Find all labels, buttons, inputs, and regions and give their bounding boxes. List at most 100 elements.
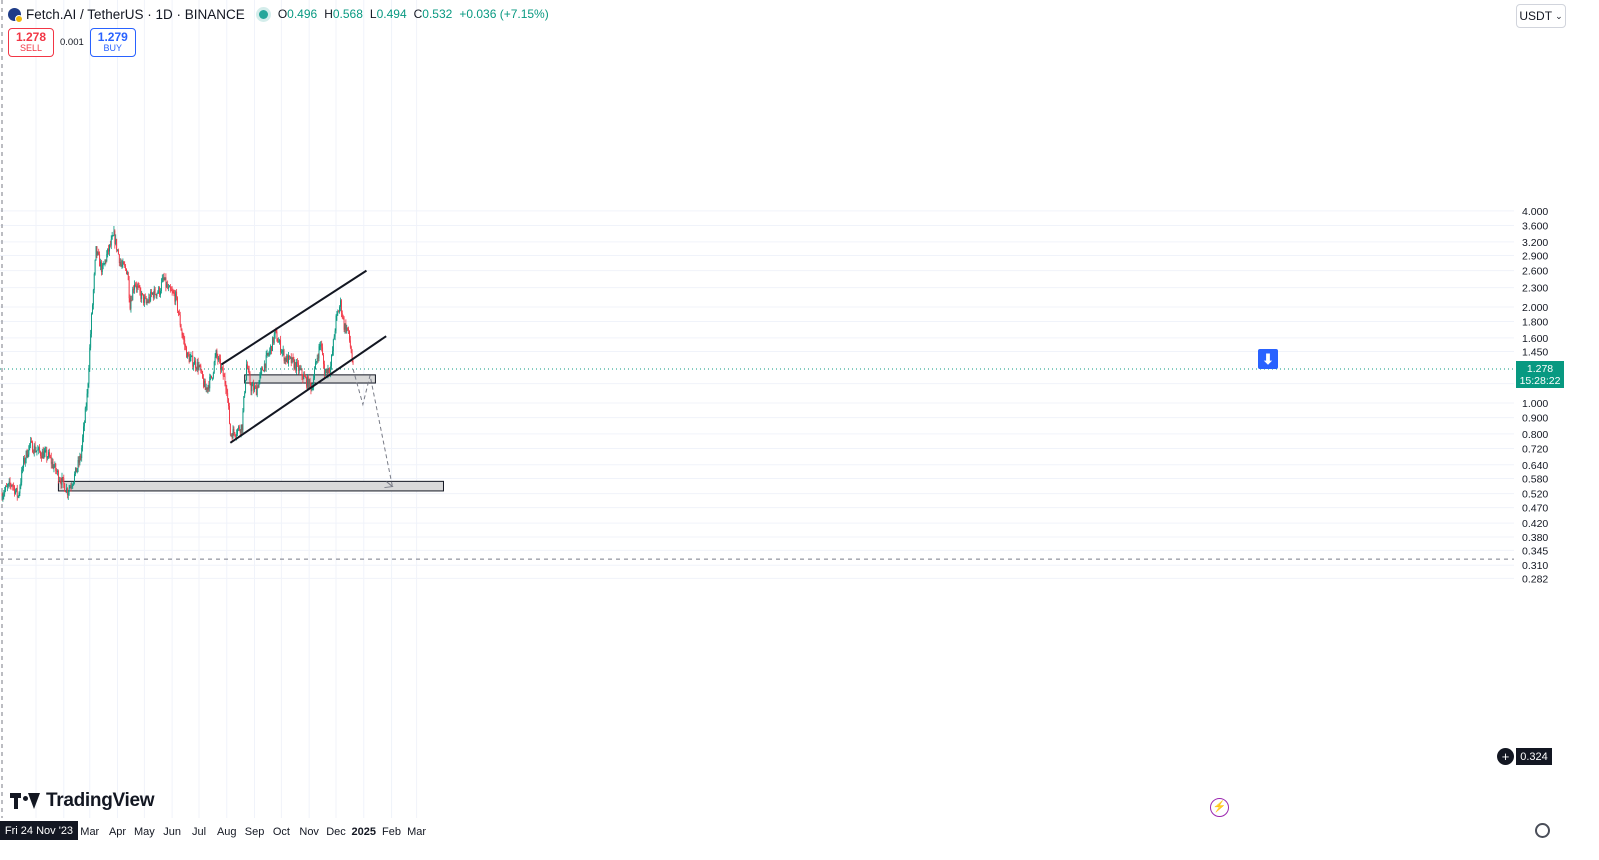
candle-body	[25, 450, 27, 460]
candle-body	[278, 341, 280, 343]
candle-body	[289, 356, 291, 358]
candle-body	[3, 493, 5, 496]
candle-body	[51, 461, 53, 464]
candle-body	[141, 293, 143, 299]
candle-body	[31, 441, 33, 453]
channel-upper-line	[220, 269, 368, 366]
candle-body	[217, 356, 219, 361]
candle-body	[265, 355, 267, 368]
candle-body	[280, 351, 282, 353]
currency-selector[interactable]: USDT ⌄	[1516, 4, 1566, 28]
flash-icon[interactable]: ⚡	[1210, 798, 1229, 817]
candle-body	[337, 311, 339, 314]
candle-body	[311, 388, 313, 391]
candle-body	[329, 371, 331, 373]
candle-body	[94, 260, 96, 275]
add-alert-plus-icon[interactable]: +	[1497, 748, 1514, 765]
candle-body	[134, 284, 135, 290]
candle-body	[331, 355, 332, 367]
candle-body	[280, 340, 281, 353]
time-axis[interactable]: 2024FebMarAprMayJunJulAugSepOctNovDec202…	[0, 818, 1599, 860]
candle-body	[158, 287, 160, 293]
candle-body	[91, 305, 93, 314]
candle-body	[255, 386, 257, 396]
buy-label: BUY	[103, 43, 123, 54]
candle-body	[320, 344, 322, 346]
candle-body	[224, 376, 226, 384]
candle-body	[196, 362, 198, 370]
time-tick-label: Nov	[299, 826, 319, 838]
candle-body	[208, 385, 210, 389]
candle-body	[52, 461, 54, 469]
candle-body	[2, 495, 4, 500]
candle-body	[166, 284, 168, 287]
gear-icon[interactable]	[1535, 823, 1550, 838]
candle-body	[212, 372, 214, 378]
candle-body	[168, 287, 170, 289]
candle-body	[231, 434, 233, 439]
candle-body	[243, 396, 245, 412]
candle-body	[151, 292, 153, 295]
buy-button[interactable]: 1.279 BUY	[89, 28, 136, 57]
candle-body	[36, 450, 38, 452]
candle-body	[174, 293, 176, 302]
candle-body	[171, 290, 173, 292]
candle-body	[211, 375, 212, 379]
sell-button[interactable]: 1.278 SELL	[8, 28, 54, 57]
candle-body	[93, 274, 95, 290]
time-tick-label: Feb	[382, 826, 401, 838]
currency-label: USDT	[1519, 9, 1553, 23]
candle-body	[220, 359, 221, 370]
candle-body	[13, 485, 15, 487]
candle-body	[293, 359, 295, 369]
candle-body	[120, 261, 122, 266]
candle-body	[236, 434, 238, 437]
candle-body	[191, 355, 193, 357]
candle-body	[68, 488, 70, 493]
candle-body	[20, 482, 22, 487]
candle-body	[185, 345, 187, 348]
candle-body	[273, 334, 275, 343]
candle-body	[279, 340, 281, 342]
candle-body	[142, 293, 144, 295]
sell-price: 1.278	[15, 29, 47, 44]
candle-body	[18, 493, 20, 497]
candle-body	[40, 451, 41, 456]
candle-body	[294, 362, 296, 369]
high-label: H	[324, 7, 333, 21]
price-tick-label: 0.420	[1522, 518, 1548, 530]
candle-body	[42, 451, 44, 459]
candle-body	[83, 426, 84, 438]
candle-body	[49, 452, 50, 457]
candle-body	[48, 452, 50, 458]
candle-body	[21, 469, 23, 483]
candle-body	[248, 369, 250, 374]
candle-body	[199, 365, 201, 367]
candle-body	[297, 362, 298, 364]
symbol-title[interactable]: Fetch.AI / TetherUS · 1D · BINANCE	[26, 6, 245, 22]
price-tick-label: 3.600	[1522, 221, 1548, 233]
candle-body	[349, 340, 351, 347]
candle-body	[177, 297, 178, 311]
candle-body	[23, 457, 24, 469]
candle-body	[73, 482, 75, 485]
candle-body	[29, 443, 31, 446]
candle-body	[131, 300, 133, 302]
candle-body	[183, 337, 185, 340]
candle-body	[339, 306, 341, 312]
candle-body	[287, 355, 289, 364]
candle-body	[38, 447, 40, 450]
candle-body	[102, 264, 104, 266]
candle-body	[319, 345, 321, 347]
price-tick-label: 4.000	[1522, 206, 1548, 218]
candle-body	[144, 297, 146, 299]
candle-body	[223, 376, 225, 377]
candle-body	[139, 286, 141, 292]
candle-body	[136, 285, 138, 289]
candle-body	[276, 331, 278, 342]
candle-body	[314, 362, 316, 370]
tradingview-logo[interactable]: TradingView	[10, 790, 155, 812]
candle-body	[39, 447, 41, 452]
